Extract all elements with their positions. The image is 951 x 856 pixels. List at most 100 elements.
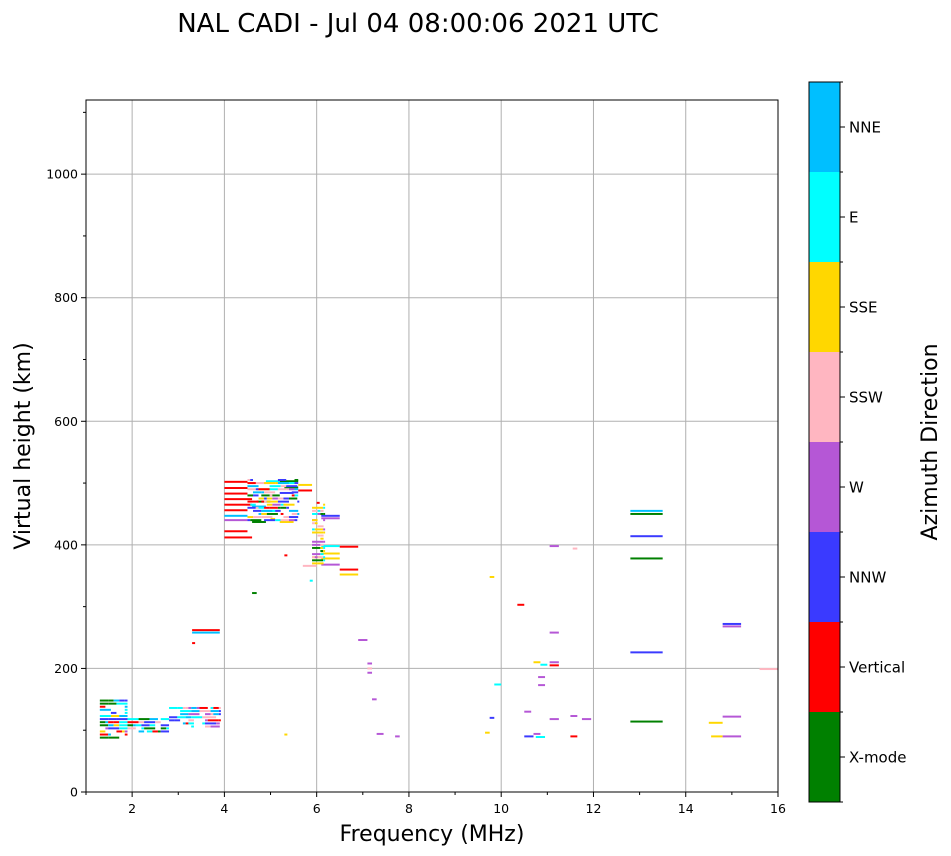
axes: 2 4 6 8 10 12 14 16 0 200 400 600 800 1000 [46,111,786,816]
echo-cluster-cell [312,522,315,525]
echo-cluster-cell [108,733,111,736]
echo-cluster-cell [261,491,265,494]
echo-segment [549,664,559,667]
echo-segment [252,521,266,523]
echo-segment [224,503,253,506]
echo-cluster-cell [110,711,117,714]
echo-segment [224,480,248,483]
echo-segment [321,552,340,555]
echo-cluster-cell [218,710,221,713]
echo-cluster-cell [312,506,324,509]
echo-cluster-cell [272,503,281,506]
echo-cluster-cell [323,519,326,522]
x-tick-label: 6 [313,801,321,816]
echo-cluster-cell [314,556,318,559]
echo-cluster-cell [323,550,326,553]
echo-cluster-cell [152,730,158,733]
echo-cluster-cell [323,503,326,506]
echo-cluster-cell [294,482,299,485]
echo-cluster-cell [283,503,295,506]
echo-cluster-cell [264,500,267,503]
echo-cluster-cell [269,506,278,509]
echo-cluster-cell [205,713,211,716]
echo-cluster-cell [177,716,186,719]
echo-cluster-cell [149,724,156,727]
x-axis-label: Frequency (MHz) [340,822,525,847]
echo-cluster-cell [188,706,192,709]
echo-cluster-cell [160,727,167,730]
echo-cluster-cell [124,708,128,711]
colorbar-swatch-ssw [809,352,840,442]
echo-segment [524,735,534,738]
x-tick-label: 12 [586,801,602,816]
echo-cluster-cell [269,488,278,491]
echo-cluster-cell [99,721,106,724]
echo-cluster-cell [218,713,221,716]
echo-cluster-cell [99,708,111,711]
echo-cluster-cell [199,706,208,709]
echo-cluster-cell [144,727,156,730]
echo-cluster-cell [191,716,203,719]
echo-cluster-cell [119,724,128,727]
echo-cluster-cell [261,500,265,503]
echo-cluster-cell [320,543,324,546]
echo-segment [630,720,663,723]
echo-cluster-cell [272,497,278,500]
x-tick-label: 8 [405,801,413,816]
colorbar-label-sse: SSE [849,299,878,317]
echo-segment [321,545,340,548]
echo-cluster-cell [119,699,125,702]
echo-cluster-cell [277,497,284,500]
echo-segment [302,564,317,567]
echo-segment [252,482,266,485]
echo-cluster-cell [312,512,318,515]
echo-segment [538,676,546,679]
echo-cluster-cell [116,702,128,705]
echo-cluster-cell [135,724,142,727]
echo-cluster-cell [266,512,278,515]
echo-segment [284,733,288,736]
echo-cluster-cell [149,718,158,721]
echo-segment [321,514,340,517]
x-tick-label: 10 [493,801,509,816]
echo-cluster-cell [297,500,300,503]
echo-cluster-cell [110,715,120,717]
echo-cluster-cell [191,710,200,713]
echo-cluster-cell [264,491,276,494]
echo-cluster-cell [105,721,109,724]
colorbar-label: Azimuth Direction [918,343,943,540]
echo-cluster-cell [127,718,139,721]
echo-cluster-cell [247,494,254,497]
colorbar-label-nnw: NNW [849,569,886,587]
echo-cluster-cell [258,506,265,509]
echo-cluster-cell [182,722,186,725]
echo-cluster-cell [294,494,299,497]
echo-segment [722,622,742,625]
echo-cluster-cell [188,722,194,725]
echo-segment [224,514,248,517]
echo-segment [192,631,220,634]
echo-cluster-cell [141,724,150,727]
echo-cluster-cell [205,716,217,719]
echo-cluster-cell [312,553,321,556]
echo-cluster-cell [314,522,318,525]
echo-cluster-cell [317,534,321,537]
echo-cluster-cell [180,710,192,713]
echo-cluster-cell [108,718,117,721]
echo-cluster-cell [320,553,324,556]
echo-cluster-cell [317,509,321,512]
colorbar-label-nne: NNE [849,119,881,137]
echo-cluster-cell [205,722,217,725]
echo-cluster-cell [275,509,281,512]
echo-cluster-cell [185,722,189,725]
echo-segment [309,579,313,582]
echo-cluster-cell [320,534,324,537]
echo-cluster-cell [188,713,200,716]
echo-cluster-cell [264,506,270,509]
colorbar-swatch-vertical [809,622,840,712]
echo-segment [708,721,723,724]
echo-segment [252,592,257,595]
echo-cluster-cell [202,722,206,725]
echo-cluster-cell [253,516,262,519]
echo-segment [711,735,723,738]
